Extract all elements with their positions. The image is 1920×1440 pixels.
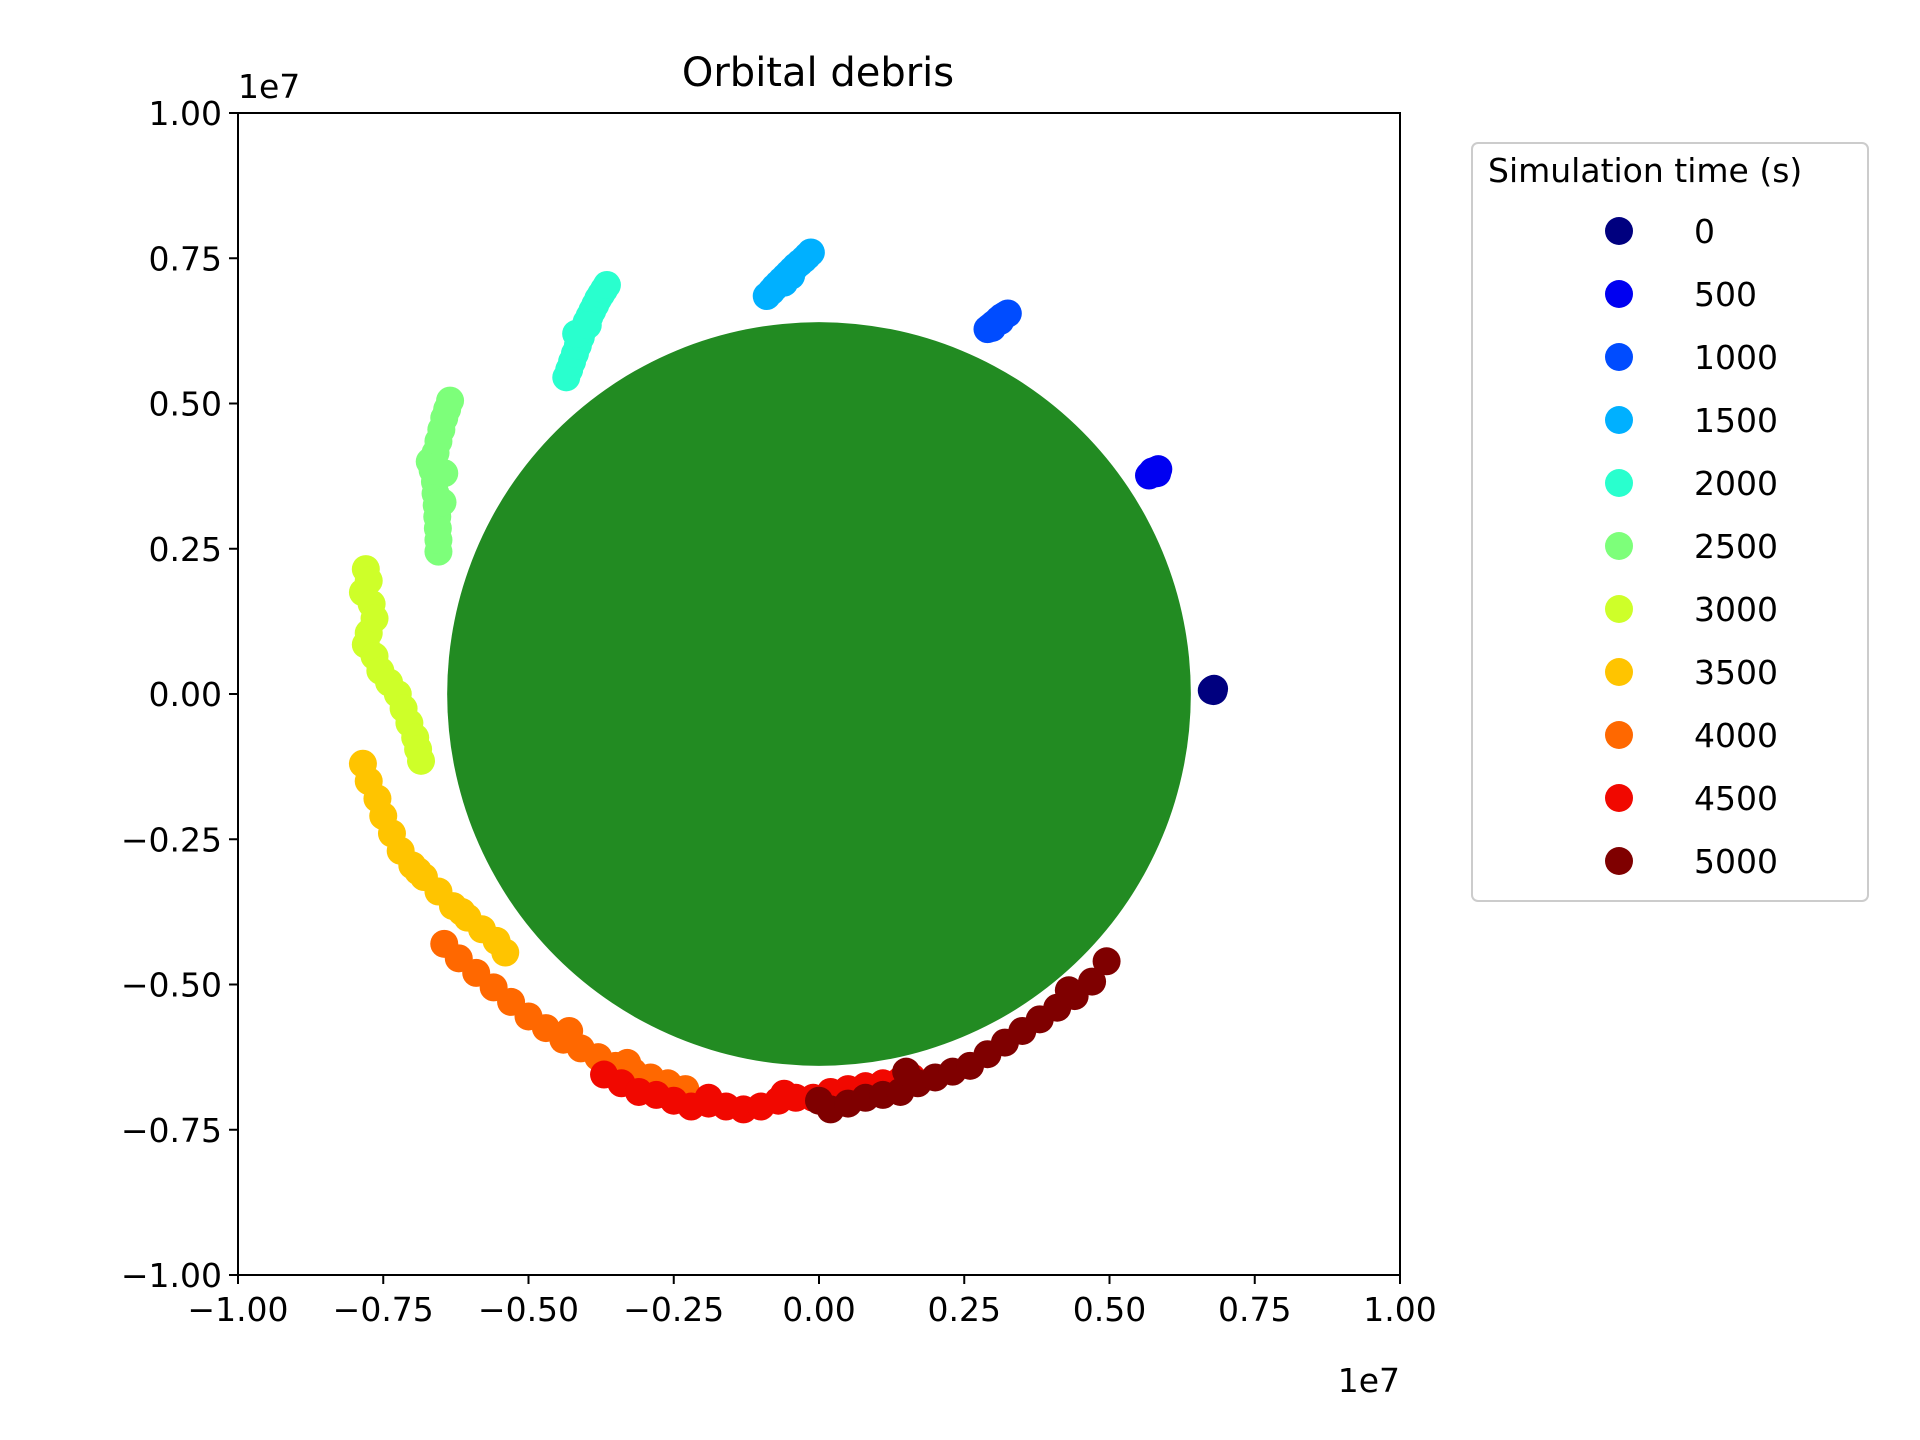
legend-frame [1471, 142, 1869, 902]
y-tick-label: −0.25 [121, 820, 222, 859]
data-point [1092, 947, 1121, 976]
y-tick-label: −0.75 [121, 1111, 222, 1150]
axes: −1.00 −0.75 −0.50 −0.25 0.00 0.25 0.50 0.75 1.00… [121, 94, 1437, 1329]
data-point [1138, 457, 1167, 486]
legend-marker [1605, 280, 1633, 308]
legend-marker [1605, 784, 1633, 812]
x-tick-label: −0.50 [478, 1290, 579, 1329]
legend-item-2000: 2000 [1605, 464, 1778, 503]
legend-label: 500 [1694, 275, 1757, 314]
x-tick-label: 0.75 [1218, 1290, 1291, 1329]
legend-label: 2500 [1694, 527, 1778, 566]
legend-marker [1605, 847, 1633, 875]
legend-label: 3000 [1694, 590, 1778, 629]
series-5000 [805, 947, 1121, 1124]
legend-label: 1500 [1694, 401, 1778, 440]
data-point [491, 938, 520, 967]
chart-title: Orbital debris [682, 50, 954, 96]
legend-marker [1605, 595, 1633, 623]
legend-items: 0 500 1000 1500 2000 2500 3000 3500 4000 4500 5000 [1605, 212, 1778, 881]
data-point [796, 238, 825, 267]
x-axis-offset-label: 1e7 [1338, 1361, 1400, 1400]
x-tick-label: −0.75 [333, 1290, 434, 1329]
legend-marker [1605, 343, 1633, 371]
legend-label: 1000 [1694, 338, 1778, 377]
legend-item-4500: 4500 [1605, 779, 1778, 818]
y-tick-label: 1.00 [149, 94, 222, 133]
data-point [555, 1016, 584, 1045]
plot-area [348, 238, 1229, 1124]
legend-item-500: 500 [1605, 275, 1757, 314]
legend-marker [1605, 469, 1633, 497]
data-point [573, 311, 602, 340]
x-tick-label: 0.25 [928, 1290, 1001, 1329]
planet-disk [447, 322, 1191, 1066]
y-tick-label: 0.25 [149, 530, 222, 569]
data-point [1054, 976, 1083, 1005]
y-tick-label: −1.00 [121, 1256, 222, 1295]
data-point [694, 1083, 723, 1112]
legend-item-5000: 5000 [1605, 842, 1778, 881]
data-point [430, 459, 459, 488]
x-tick-label: 0.50 [1073, 1290, 1146, 1329]
series-1500 [752, 238, 825, 311]
legend-item-3000: 3000 [1605, 590, 1778, 629]
legend-label: 4000 [1694, 716, 1778, 755]
data-point [436, 386, 465, 415]
x-tick-label: 0.00 [782, 1290, 855, 1329]
series-3500 [348, 749, 520, 967]
legend-title: Simulation time (s) [1488, 151, 1802, 190]
y-tick-label: 0.50 [149, 385, 222, 424]
plot-content [348, 238, 1229, 1124]
legend-marker [1605, 721, 1633, 749]
series-500 [1135, 455, 1173, 490]
series-2000 [552, 270, 621, 392]
x-tick-label: −0.25 [623, 1290, 724, 1329]
x-tick-label: −1.00 [187, 1290, 288, 1329]
legend-item-1000: 1000 [1605, 338, 1778, 377]
series-1000 [973, 299, 1022, 344]
y-tick-label: 0.00 [149, 675, 222, 714]
x-tick-label: 1.00 [1363, 1290, 1436, 1329]
legend-marker [1605, 532, 1633, 560]
data-point [1199, 677, 1228, 706]
legend-label: 4500 [1694, 779, 1778, 818]
legend-label: 0 [1694, 212, 1715, 251]
legend-item-4000: 4000 [1605, 716, 1778, 755]
legend-label: 5000 [1694, 842, 1778, 881]
y-tick-label: −0.50 [121, 966, 222, 1005]
data-point [892, 1057, 921, 1086]
legend-item-2500: 2500 [1605, 527, 1778, 566]
legend-label: 3500 [1694, 653, 1778, 692]
legend: Simulation time (s) 0 500 1000 1500 2000 2500… [1471, 142, 1869, 902]
legend-marker [1605, 217, 1633, 245]
legend-item-1500: 1500 [1605, 401, 1778, 440]
legend-item-3500: 3500 [1605, 653, 1778, 692]
data-point [407, 746, 436, 775]
series-0 [1197, 674, 1229, 706]
data-point [777, 261, 806, 290]
data-point [770, 1079, 799, 1108]
data-point [986, 306, 1015, 335]
series-3000 [348, 555, 436, 775]
data-point [428, 488, 457, 517]
legend-marker [1605, 406, 1633, 434]
y-axis-offset-label: 1e7 [238, 67, 300, 106]
data-point [447, 897, 476, 926]
data-point [404, 857, 433, 886]
legend-marker [1605, 658, 1633, 686]
y-tick-label: 0.75 [149, 239, 222, 278]
legend-item-0: 0 [1605, 212, 1715, 251]
data-point [592, 270, 621, 299]
series-2500 [415, 386, 465, 566]
legend-label: 2000 [1694, 464, 1778, 503]
data-point [1078, 967, 1107, 996]
